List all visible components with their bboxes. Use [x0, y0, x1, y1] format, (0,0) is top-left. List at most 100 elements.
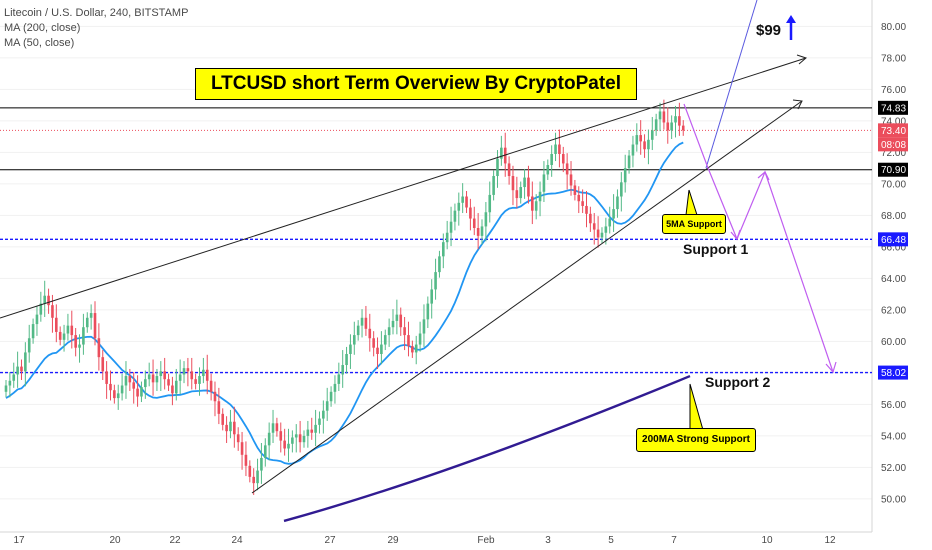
- candle-body: [519, 187, 523, 199]
- candle-body: [577, 194, 581, 202]
- candle-body: [372, 338, 375, 348]
- candle-body: [82, 327, 85, 345]
- candle-body: [163, 371, 166, 380]
- candle-body: [422, 319, 426, 334]
- candle-body: [267, 432, 271, 446]
- candle-body: [209, 380, 213, 392]
- candle-body: [105, 371, 108, 384]
- candle-body: [132, 382, 136, 389]
- candle-body: [89, 313, 93, 318]
- y-tick-label: 54.00: [881, 431, 906, 442]
- candle-body: [333, 383, 337, 392]
- candle-body: [612, 209, 615, 219]
- candle-body: [635, 135, 639, 145]
- candle-body: [213, 391, 217, 402]
- candle-body: [472, 218, 476, 228]
- candle-body: [476, 228, 480, 236]
- candle-body: [414, 344, 418, 353]
- candle-body: [151, 374, 155, 383]
- scenario-projection-path: [683, 103, 834, 373]
- x-tick-label: 7: [671, 535, 677, 546]
- candle-body: [515, 190, 519, 199]
- candle-body: [159, 371, 163, 377]
- candle-body: [523, 177, 526, 188]
- candle-body: [449, 221, 453, 233]
- candle-body: [62, 333, 66, 340]
- candle-body: [202, 369, 205, 377]
- x-tick-label: 29: [387, 535, 399, 546]
- candle-body: [51, 305, 54, 318]
- candle-body: [306, 429, 310, 436]
- candle-body: [190, 371, 194, 380]
- candle-body: [507, 163, 511, 177]
- candle-body: [620, 182, 623, 197]
- scenario-arrow-2: [757, 171, 770, 181]
- candle-body: [484, 212, 488, 227]
- candle-body: [596, 229, 600, 238]
- price-tag-last_price: 73.40: [881, 126, 906, 137]
- candle-body: [561, 153, 565, 164]
- candle-body: [558, 144, 561, 154]
- price-tag-box: [878, 232, 908, 247]
- candle-body: [194, 379, 197, 384]
- x-tick-label: 24: [231, 535, 243, 546]
- candle-body: [674, 116, 677, 123]
- candle-body: [244, 454, 248, 466]
- candle-body: [120, 385, 124, 394]
- candle-body: [55, 317, 58, 332]
- candle-body: [647, 139, 650, 150]
- candle-body: [345, 354, 348, 366]
- upper-trendline-arrow: [796, 54, 807, 65]
- candle-body: [376, 347, 379, 354]
- candle-body: [503, 147, 507, 164]
- candle-body: [275, 423, 279, 432]
- candle-body: [546, 165, 550, 175]
- support1-label: Support 1: [683, 241, 749, 257]
- candle-body: [66, 325, 70, 334]
- y-tick-label: 52.00: [881, 463, 906, 474]
- candle-body: [654, 119, 658, 131]
- candle-body: [527, 177, 530, 197]
- candle-body: [430, 289, 433, 304]
- x-tick-label: 5: [608, 535, 614, 546]
- candle-body: [353, 335, 356, 345]
- candle-body: [368, 328, 372, 339]
- candle-body: [128, 376, 132, 383]
- candle-body: [399, 314, 403, 328]
- candle-body: [256, 470, 259, 484]
- candle-body: [233, 421, 236, 435]
- candle-body: [174, 380, 178, 394]
- candle-body: [178, 374, 182, 381]
- candle-body: [329, 391, 333, 402]
- candle-body: [445, 232, 449, 243]
- candle-body: [480, 226, 484, 236]
- candle-body: [8, 380, 12, 386]
- candle-body: [496, 158, 499, 177]
- candle-body: [314, 424, 317, 433]
- y-tick-label: 78.00: [881, 53, 906, 64]
- upper-trendline: [0, 57, 807, 319]
- y-tick-label: 64.00: [881, 274, 906, 285]
- candle-body: [418, 333, 422, 345]
- candle-body: [171, 385, 174, 394]
- candle-body: [12, 374, 16, 381]
- ma5-callout-pointer: [685, 189, 698, 216]
- candle-body: [492, 176, 495, 195]
- candle-body: [383, 335, 387, 345]
- candle-body: [240, 442, 244, 455]
- candle-body: [263, 445, 267, 458]
- y-tick-label: 70.00: [881, 179, 906, 190]
- candle-body: [58, 331, 62, 340]
- candle-body: [534, 201, 538, 211]
- candle-body: [395, 314, 399, 321]
- candle-body: [600, 232, 604, 238]
- candle-body: [658, 111, 662, 120]
- ma200-legend: MA (200, close): [4, 22, 81, 34]
- price-tag-level_mid: 70.90: [881, 165, 906, 176]
- candle-body: [581, 201, 584, 206]
- candle-body: [310, 429, 314, 433]
- candle-body: [542, 174, 546, 192]
- candle-body: [500, 147, 503, 159]
